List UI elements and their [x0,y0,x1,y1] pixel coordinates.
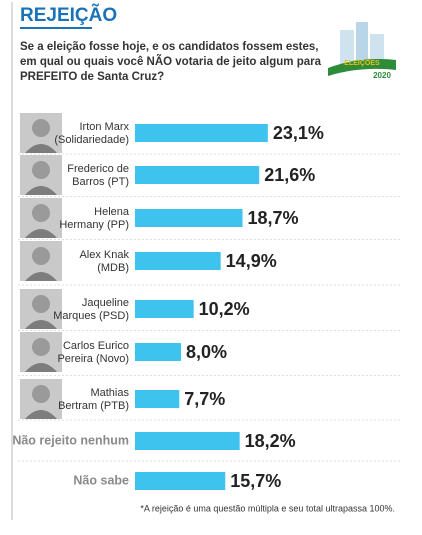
candidate-photo-body [25,272,57,281]
category-label: (Solidariedade) [54,134,129,146]
candidate-photo-head [32,161,50,179]
candidate-photo-body [25,186,57,195]
category-label: Marques (PSD) [53,310,129,322]
category-label: Carlos Eurico [63,340,129,352]
candidate-photo-head [32,338,50,356]
candidate-photo-head [32,295,50,313]
candidate-photo-body [25,363,57,372]
badge: ELEIÇÕES 2020 [328,22,396,80]
candidate-photo-body [25,144,57,153]
value-label: 8,0% [186,342,227,362]
category-label: Hermany (PP) [59,219,129,231]
category-label: Pereira (Novo) [57,353,129,365]
value-label: 10,2% [199,299,250,319]
value-label: 18,2% [245,431,296,451]
bar [135,432,240,450]
category-label: Mathias [90,387,129,399]
category-label: (MDB) [97,262,129,274]
category-label: Jaqueline [82,297,129,309]
value-label: 18,7% [248,208,299,228]
category-label: Bertram (PTB) [58,400,129,412]
value-label: 14,9% [226,251,277,271]
candidate-photo-head [32,204,50,222]
value-label: 23,1% [273,123,324,143]
candidate-photo-body [25,320,57,329]
subtitle: Se a eleição fosse hoje, e os candidatos… [20,41,319,53]
bar [135,390,180,408]
bar [135,472,226,490]
bar [135,343,181,361]
category-label: Não rejeito nenhum [12,433,129,447]
footnote: *A rejeição é uma questão múltipla e seu… [140,503,395,513]
badge-text: ELEIÇÕES [344,58,380,67]
category-label: Irton Marx [79,121,129,133]
value-label: 7,7% [184,389,225,409]
category-label: Alex Knak [79,249,129,261]
value-label: 21,6% [264,165,315,185]
category-label: Frederico de [67,163,129,175]
subtitle: em qual ou quais você NÃO votaria de jei… [20,55,322,68]
bar [135,252,221,270]
bar [135,124,268,142]
category-label: Helena [94,206,130,218]
candidate-photo-head [32,119,50,137]
bar [135,300,194,318]
value-label: 15,7% [230,471,281,491]
badge-year: 2020 [373,71,391,80]
candidate-photo-body [25,410,57,419]
chart-title: REJEIÇÃO [20,4,117,26]
category-label: Não sabe [73,473,129,487]
category-label: Barros (PT) [72,176,129,188]
candidate-photo-body [25,229,57,238]
candidate-photo-head [32,247,50,265]
subtitle: PREFEITO de Santa Cruz? [20,71,164,83]
bar [135,209,243,227]
candidate-photo-head [32,385,50,403]
bar [135,166,260,184]
